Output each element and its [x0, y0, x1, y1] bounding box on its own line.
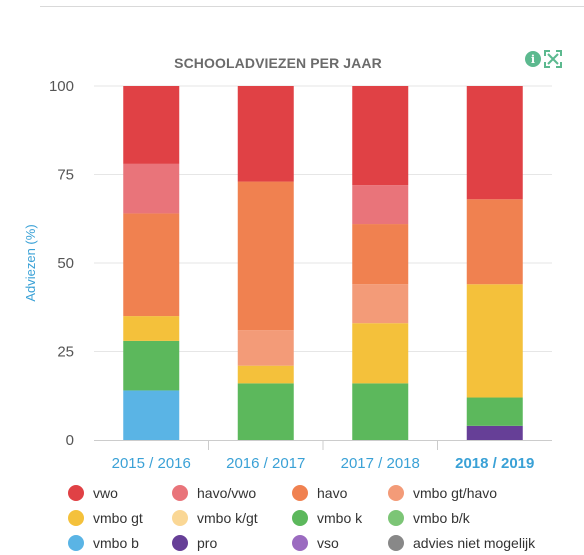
legend-label: vmbo b/k — [413, 509, 470, 526]
legend-label: havo/vwo — [197, 484, 257, 501]
legend-item[interactable]: vmbo gt — [68, 509, 172, 526]
bar-segment — [237, 330, 294, 366]
bar-segment — [123, 163, 180, 214]
legend-label: vmbo k — [317, 509, 363, 526]
bar-segment — [352, 224, 409, 285]
y-tick-label: 100 — [49, 78, 74, 95]
legend-item[interactable]: vmbo gt/havo — [388, 484, 580, 501]
bar-segment — [466, 86, 523, 200]
bar-segment — [237, 365, 294, 384]
y-axis-title: Adviezen (%) — [23, 224, 38, 301]
legend-label: havo — [317, 484, 348, 501]
info-icon[interactable]: i — [525, 51, 541, 67]
legend-swatch — [68, 509, 84, 526]
y-tick-label: 25 — [57, 344, 74, 361]
bar-segment — [466, 199, 523, 285]
bar-segment — [352, 185, 409, 225]
legend-label: vmbo k/gt — [197, 509, 258, 526]
legend-item[interactable]: vwo — [68, 484, 172, 501]
legend-swatch — [172, 509, 188, 526]
chart-plot: 0 25 50 75 100 Adviezen (%) 2015 / 2016 2016 / … — [23, 78, 552, 472]
bar-segment — [352, 323, 409, 384]
y-tick-label: 50 — [57, 255, 74, 272]
x-tick-label: 2018 / 2019 — [455, 455, 534, 472]
bar-segment — [123, 316, 180, 341]
chart-card: SCHOOLADVIEZEN PER JAAR i 0 25 50 75 100 Advi… — [23, 6, 584, 551]
legend-item[interactable]: vmbo k/gt — [172, 509, 292, 526]
top-divider — [40, 6, 584, 7]
bar-segment — [352, 86, 409, 186]
bar-segment — [237, 181, 294, 331]
bar-segment — [123, 213, 180, 317]
bar-segment — [466, 284, 523, 398]
legend-item[interactable]: havo — [292, 484, 388, 501]
legend-row: vmbo gt vmbo k/gt vmbo k vmbo b/k — [68, 505, 580, 530]
bar-segment — [123, 340, 180, 391]
chart-legend: vwo havo/vwo havo vmbo gt/havo vmbo gt vmbo k… — [68, 480, 580, 555]
x-tick-label: 2016 / 2017 — [226, 455, 305, 472]
legend-item[interactable]: vmbo k — [292, 509, 388, 526]
legend-swatch — [292, 484, 308, 501]
bar-segment — [352, 284, 409, 324]
bar-segment — [352, 383, 409, 440]
bar-segment — [237, 383, 294, 440]
legend-swatch — [292, 509, 308, 526]
bar-segment — [466, 425, 523, 440]
legend-row: vwo havo/vwo havo vmbo gt/havo — [68, 480, 580, 505]
x-tick-label: 2017 / 2018 — [341, 455, 420, 472]
chart-tools: i — [525, 50, 562, 68]
legend-swatch — [388, 509, 404, 526]
bar-segment — [123, 390, 180, 440]
bar-segment — [466, 397, 523, 426]
legend-label: vwo — [93, 484, 118, 501]
legend-swatch — [172, 484, 188, 501]
legend-swatch — [388, 484, 404, 501]
legend-label: vmbo gt/havo — [413, 484, 498, 501]
x-tick-label: 2015 / 2016 — [112, 455, 191, 472]
bar-segment — [123, 86, 180, 164]
bar-segment — [237, 86, 294, 182]
expand-icon[interactable] — [544, 50, 562, 68]
chart-title: SCHOOLADVIEZEN PER JAAR — [174, 55, 382, 71]
legend-item[interactable]: havo/vwo — [172, 484, 292, 501]
y-tick-label: 75 — [57, 167, 74, 184]
legend-label: vmbo gt — [93, 509, 143, 526]
legend-swatch — [68, 484, 84, 501]
legend-item[interactable]: vmbo b/k — [388, 509, 580, 526]
y-tick-label: 0 — [66, 432, 74, 449]
